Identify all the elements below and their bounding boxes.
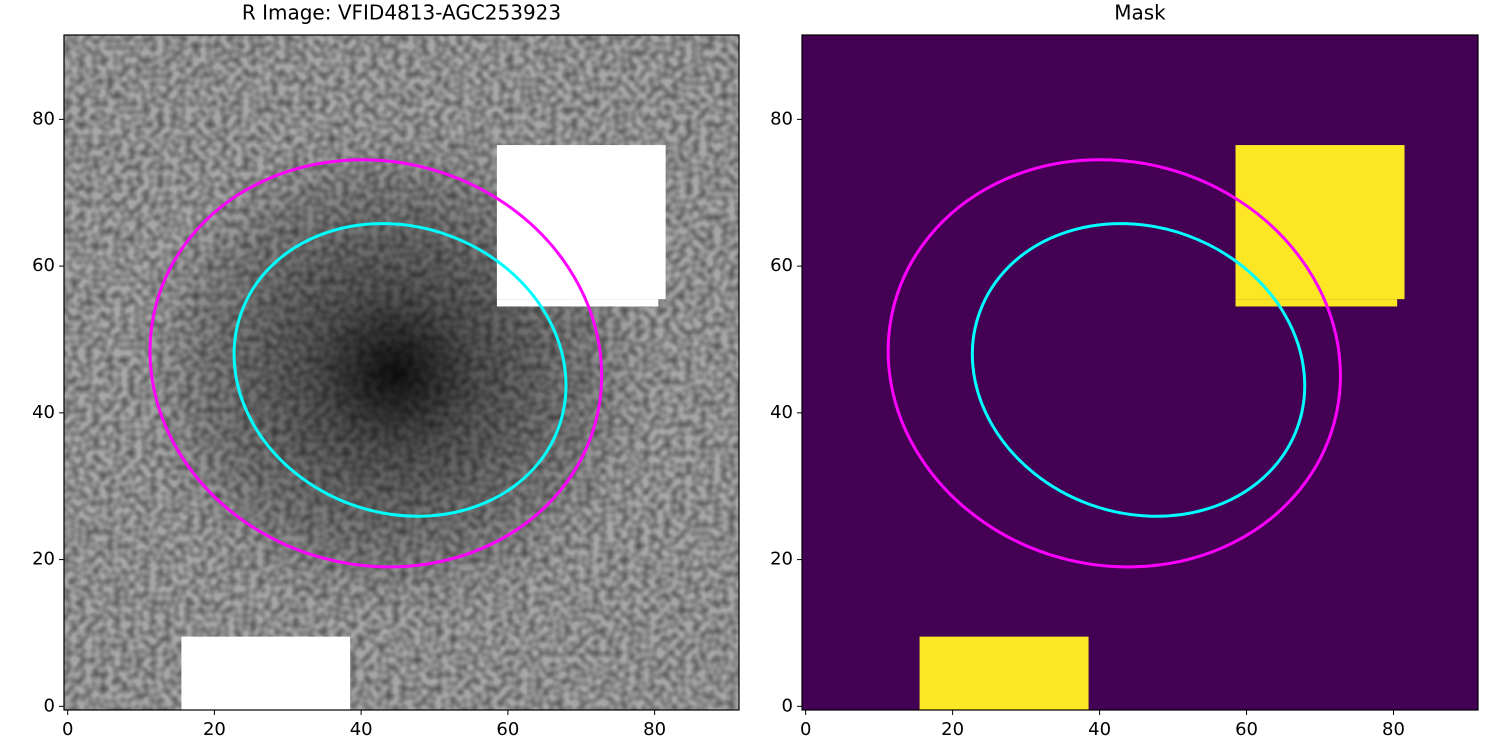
panel-title: R Image: VFID4813-AGC253923 — [242, 1, 561, 25]
y-tick-label: 0 — [44, 695, 55, 716]
y-tick-label: 60 — [32, 255, 55, 276]
y-tick-label: 80 — [32, 108, 55, 129]
aperture-ellipse — [886, 158, 1342, 569]
image-noise — [64, 35, 739, 710]
masked-region — [496, 145, 666, 300]
masked-region — [919, 636, 1089, 710]
masked-region — [181, 636, 351, 710]
y-tick-label: 0 — [782, 695, 793, 716]
x-tick-label: 80 — [643, 719, 666, 740]
aperture-ellipse — [970, 222, 1307, 518]
masked-region — [1235, 299, 1398, 307]
aperture-ellipse — [148, 158, 604, 569]
masked-region — [1235, 145, 1405, 300]
aperture-ellipse — [232, 222, 568, 518]
panel-title: Mask — [1114, 1, 1166, 25]
x-tick-label: 0 — [800, 719, 811, 740]
y-tick-label: 80 — [770, 108, 793, 129]
axes-frame — [63, 34, 740, 711]
x-tick-label: 60 — [1235, 719, 1258, 740]
y-tick-label: 20 — [770, 549, 793, 570]
x-tick-label: 0 — [62, 719, 73, 740]
image-area — [64, 35, 739, 710]
y-tick-label: 40 — [32, 402, 55, 423]
x-tick-label: 40 — [350, 719, 373, 740]
y-tick-label: 20 — [32, 549, 55, 570]
x-tick-label: 20 — [941, 719, 964, 740]
image-area — [802, 35, 1478, 710]
axes-frame — [801, 34, 1479, 711]
x-tick-label: 80 — [1382, 719, 1405, 740]
x-tick-label: 60 — [496, 719, 519, 740]
image-background — [802, 35, 1478, 710]
x-tick-label: 40 — [1088, 719, 1111, 740]
y-tick-label: 60 — [770, 255, 793, 276]
y-tick-label: 40 — [770, 402, 793, 423]
masked-region — [496, 299, 659, 307]
x-tick-label: 20 — [203, 719, 226, 740]
